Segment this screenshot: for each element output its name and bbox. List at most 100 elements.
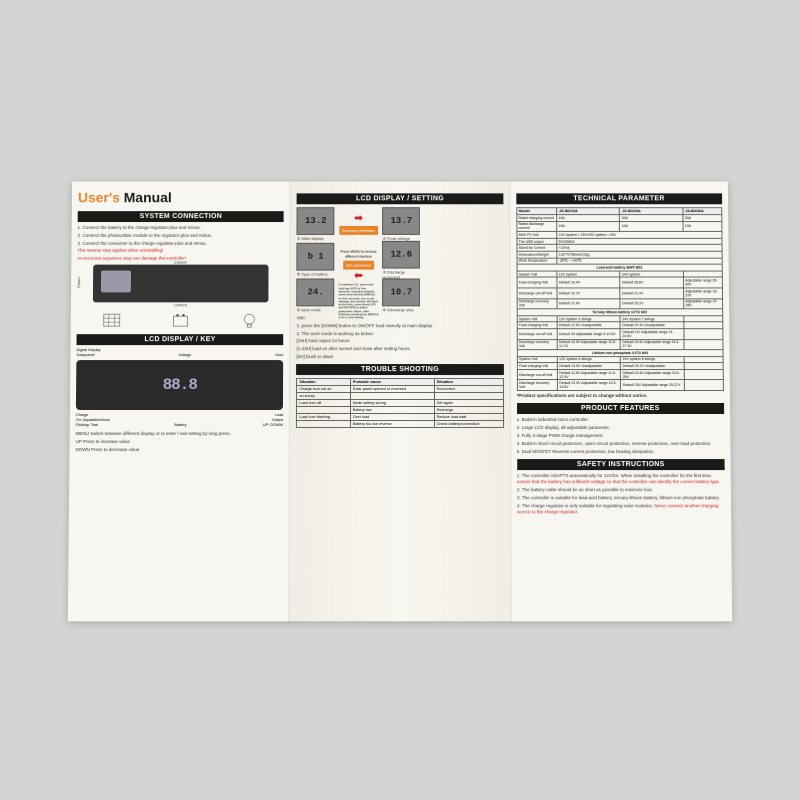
dim-height-outer: 70mm bbox=[76, 277, 81, 288]
conn-step1: 1. Connect the battery to the charge reg… bbox=[78, 225, 284, 231]
table-row: Discharge cut-off VoltDefault 9V Adjusta… bbox=[517, 329, 723, 340]
hdr-technical: TECHNICAL PARAMETER bbox=[516, 193, 722, 204]
safety-4: 4. The charge regulator is only suitable… bbox=[517, 503, 725, 516]
hdr-trouble: TROUBLE SHOOTING bbox=[296, 364, 503, 375]
tech-col: JS-B0/20A bbox=[620, 208, 683, 215]
arrow-right-icon: ➡ bbox=[354, 213, 362, 224]
table-row: Discharge recovery VoltDefault 12.6VDefa… bbox=[517, 298, 723, 309]
lbl-flicking: Flicking: Toat bbox=[76, 423, 98, 427]
lcd-4-cap: ④ Discharge stop bbox=[382, 307, 420, 312]
table-row: Charge icon not onSolar panel opened or … bbox=[297, 386, 503, 393]
tech-col: JS-B0/30A bbox=[683, 208, 722, 215]
feat-5: 5. Dual MOSFET Reverse current protectio… bbox=[517, 449, 725, 455]
trouble-col: Situation bbox=[434, 379, 503, 386]
dim-width-inner: 124mm bbox=[174, 303, 187, 308]
manual-sheet: User's Manual SYSTEM CONNECTION 1. Conne… bbox=[68, 182, 732, 622]
trouble-col: Situation bbox=[297, 379, 350, 386]
attn-2: 2. The work mode is working as below: bbox=[297, 331, 504, 337]
battery-icon bbox=[170, 311, 190, 331]
lcd-1: 13.2 bbox=[297, 207, 335, 235]
table-row: Load icon offMode setting wrongSet again bbox=[297, 400, 503, 407]
feat-2: 2. Large LCD display, all adjustable par… bbox=[517, 425, 725, 431]
safety-3: 3. The controller is suitable for lead-a… bbox=[517, 495, 725, 501]
lcd-5: 24. bbox=[297, 279, 335, 307]
tech-table: ModelJS-B0/10AJS-B0/20AJS-B0/30A Rated c… bbox=[516, 207, 724, 391]
hdr-lcd-key: LCD DISPLAY / KEY bbox=[77, 335, 284, 346]
browsing-box: Browsing interface bbox=[339, 226, 378, 235]
tech-col: JS-B0/10A bbox=[557, 208, 620, 215]
panel-left: User's Manual SYSTEM CONNECTION 1. Conne… bbox=[68, 182, 291, 622]
lbl-solarpanel: Solarpanel bbox=[76, 354, 94, 358]
hdr-system-connection: SYSTEM CONNECTION bbox=[78, 211, 284, 222]
mode-0h: [0H] Dusk to dawn bbox=[296, 354, 503, 360]
table-row: Discharge cut-off VoltDefault 11.8V Adju… bbox=[517, 369, 723, 380]
conn-step2: 2. Connect the photovoltaic module to th… bbox=[78, 233, 284, 239]
lbl-load: Load bbox=[275, 413, 283, 417]
feat-3: 3. Fully 3-stage PWM charge management. bbox=[517, 433, 725, 439]
table-row: Discharge recovery VoltDefault 12.5V Adj… bbox=[517, 380, 723, 391]
feat-1: 1. Build-in industrial micro controller. bbox=[517, 417, 724, 423]
bulb-icon bbox=[239, 311, 259, 331]
lbl-voltage: Voltage bbox=[179, 354, 192, 358]
lcd-5-cap: ⑤ work mode bbox=[297, 307, 335, 312]
feat-4: 4. Build-in short-circuit protection, op… bbox=[517, 441, 725, 447]
hdr-lcd-setting: LCD DISPLAY / SETTING bbox=[297, 193, 503, 204]
trouble-table: SituationProbable causeSituation Charge … bbox=[296, 378, 503, 428]
table-row: Battery lowRecharge bbox=[297, 407, 503, 414]
features-list: 1. Build-in industrial micro controller.… bbox=[517, 417, 725, 455]
lcd-1-cap: ① Main display bbox=[297, 236, 335, 241]
mode-123h: [1-23H] load on after sunset and close a… bbox=[296, 346, 503, 352]
menu-desc: MENU Switch between different display or… bbox=[76, 431, 284, 437]
title-users: User's bbox=[78, 189, 120, 205]
safety-2: 2. The battery cable should be as short … bbox=[517, 487, 725, 493]
lcd-6-cap: ⑥ Type of battery bbox=[297, 272, 335, 277]
title-manual: Manual bbox=[120, 189, 172, 205]
tech-col: Model bbox=[517, 208, 557, 215]
lcd-6: b 1 bbox=[297, 243, 335, 271]
lbl-updown: UP: DOWN/ bbox=[263, 423, 283, 427]
doc-title: User's Manual bbox=[78, 189, 284, 205]
lcd-4: 10.7 bbox=[382, 279, 420, 307]
lcd-3-cap: ③ Discharge reconnect bbox=[382, 269, 420, 279]
lcd-2: 13.7 bbox=[382, 207, 420, 235]
device-screen-icon bbox=[100, 271, 130, 293]
arrow-left-icon: ⬅ bbox=[354, 271, 362, 282]
table-row: Load icon flashingOver loadReduce load w… bbox=[297, 414, 503, 421]
table-row: Battery too low reverseCheck battery/con… bbox=[297, 421, 503, 428]
table-row: Discharge cut-off VoltDefault 10.7VDefau… bbox=[517, 288, 723, 299]
safety-1: 1. The controller ADAPTS automatically f… bbox=[517, 473, 725, 486]
device-diagram bbox=[92, 265, 268, 303]
attn-1: 1. press the [DOMN] button to ON/OFF loa… bbox=[297, 323, 504, 329]
lbl-charge: Charge bbox=[76, 413, 88, 417]
up-desc: UP Press to increase value bbox=[76, 439, 284, 445]
panel-middle: LCD DISPLAY / SETTING 13.2 ① Main displa… bbox=[290, 182, 512, 622]
conn-warn1: The reverse step applies when uninstalli… bbox=[77, 248, 283, 254]
hdr-features: PRODUCT FEATURES bbox=[517, 403, 724, 414]
lbl-battery: Battery bbox=[174, 423, 186, 427]
lcd-segment-display: 88.8 bbox=[162, 377, 197, 395]
lbl-output: Output bbox=[272, 418, 283, 422]
conn-step3: 3. Connect the consumer to the charge re… bbox=[77, 240, 283, 246]
trouble-col: Probable cause bbox=[350, 379, 434, 386]
attn-title: Attn: bbox=[297, 315, 504, 321]
solar-panel-icon bbox=[101, 311, 121, 331]
table-row: on sunny bbox=[297, 393, 503, 400]
down-desc: DOWN Press to decrease value bbox=[75, 447, 283, 453]
table-row: Discharge recovery VoltDefault 10.5V Adj… bbox=[517, 339, 723, 350]
lbl-hour: Hour bbox=[275, 354, 283, 358]
tech-note: *Product specifications are subject to c… bbox=[517, 393, 724, 399]
lcd-3: 12.6 bbox=[382, 240, 420, 268]
mode-24h: [24H] load output 24 hours bbox=[296, 339, 503, 345]
lbl-aqualation: On: Aqualation/buck bbox=[76, 418, 110, 422]
lbl-digital-display: Digital Display bbox=[76, 349, 100, 353]
press-menu-text: Press MENU to browse different interface bbox=[339, 250, 379, 258]
table-row: System Volt12V system 4 strings24V syste… bbox=[517, 356, 723, 363]
hdr-safety: SAFETY INSTRUCTIONS bbox=[517, 459, 725, 470]
table-row: Rated discharge current10A10A10A bbox=[517, 221, 722, 231]
set-param-box: Set parameter bbox=[343, 260, 374, 269]
setting-instructions: In interface 2-5, press and hold key [UP… bbox=[338, 284, 378, 320]
lcd-nav-grid: 13.2 ① Main display ➡ Browsing interface… bbox=[297, 208, 504, 311]
wiring-row bbox=[77, 311, 284, 331]
table-row: Float charging VoltDefault 14.4VDefault … bbox=[517, 277, 723, 288]
lcd-key-diagram: 88.8 bbox=[76, 361, 284, 411]
